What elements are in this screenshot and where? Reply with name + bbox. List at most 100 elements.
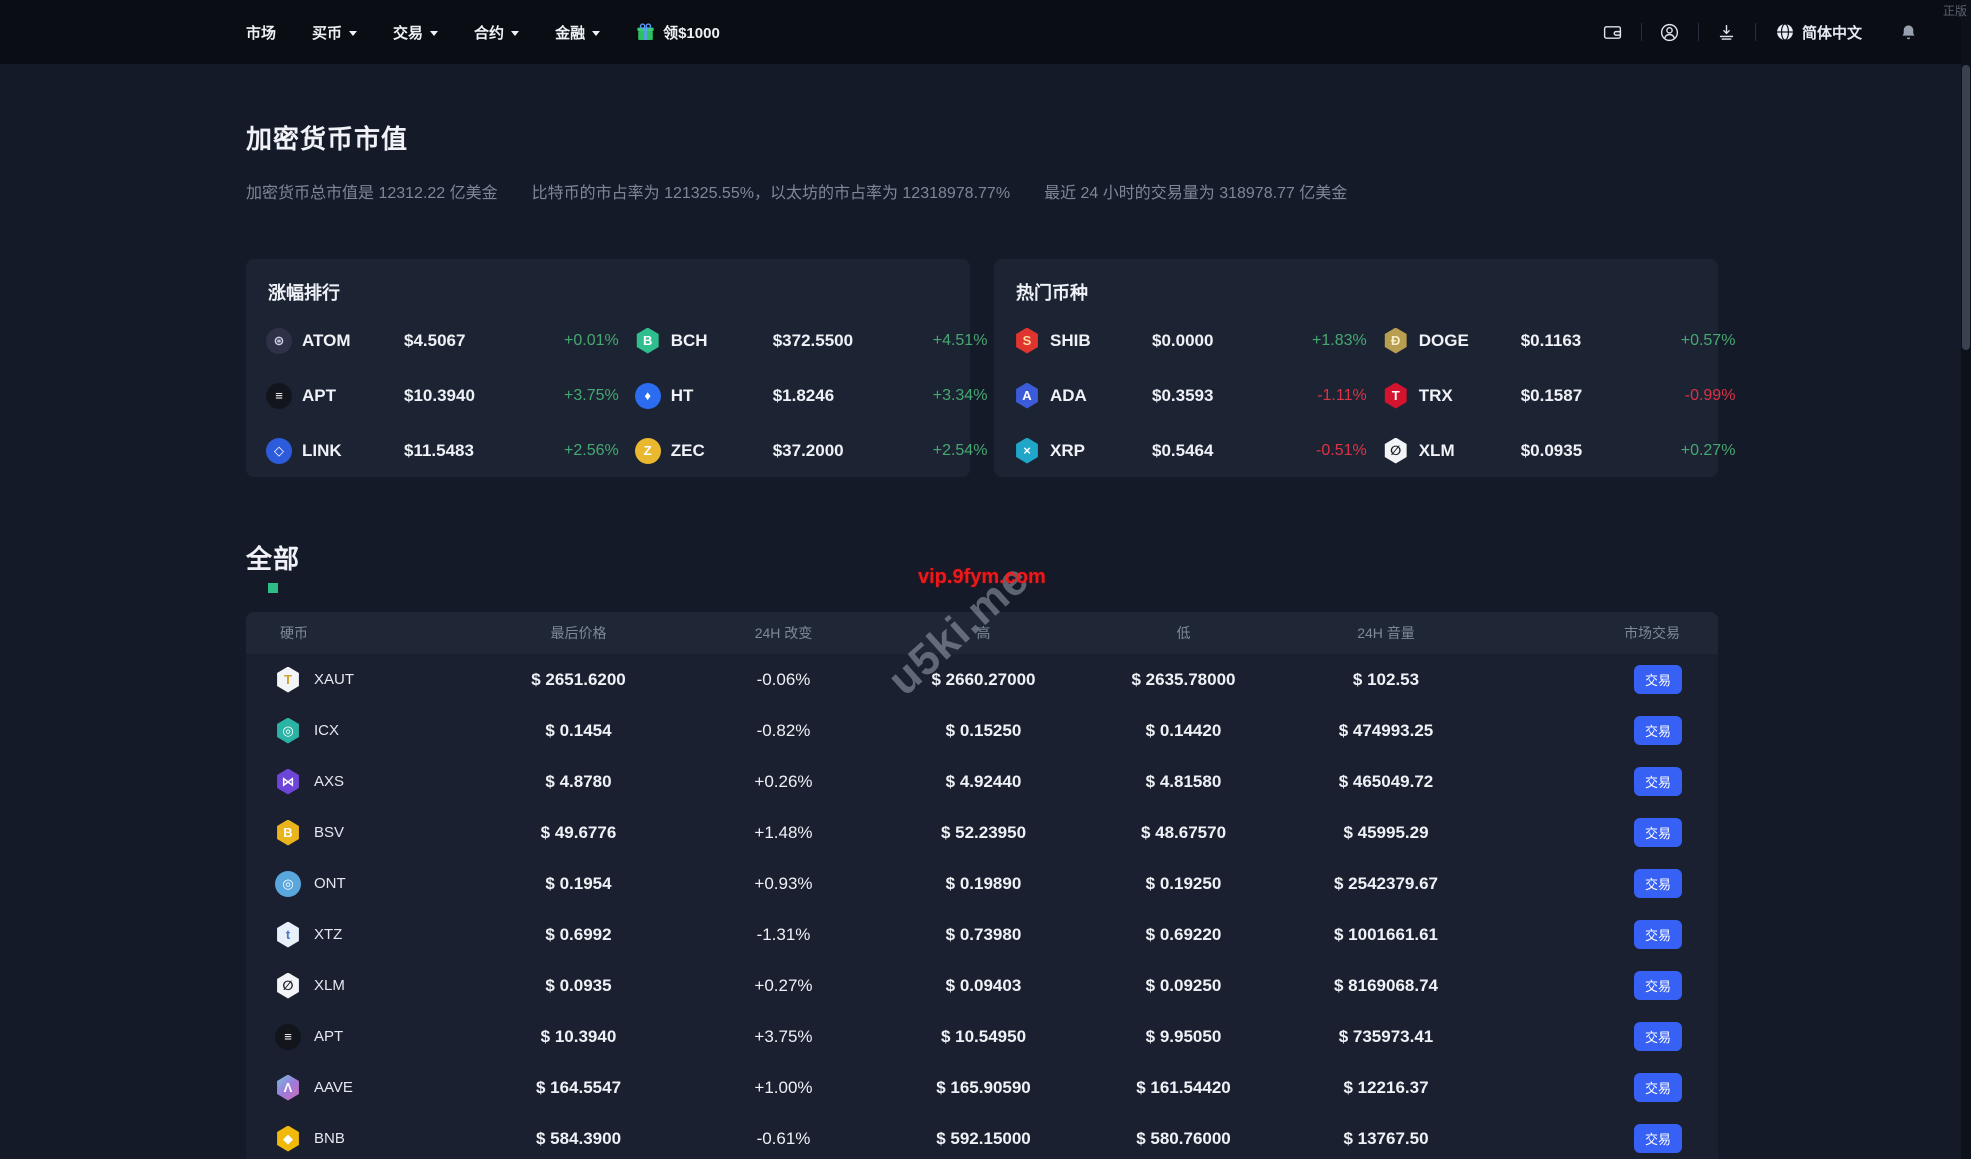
table-cell-coin: ∅ XLM [246, 972, 476, 999]
table-cell-trade: 交易 [1486, 1022, 1718, 1051]
coin-symbol: ONT [314, 875, 346, 892]
trade-button[interactable]: 交易 [1634, 1124, 1682, 1153]
card-coin-entry[interactable]: A ADA $0.3593 -1.11% [1014, 368, 1383, 423]
card-coin-entry[interactable]: B BCH $372.5500 +4.51% [635, 313, 1004, 368]
bonus-button[interactable]: 领$1000 [636, 22, 720, 43]
table-header-cell: 24H 音量 [1357, 625, 1415, 641]
table-row: ⋈ AXS $ 4.8780 +0.26% $ 4.92440 $ 4.8158… [246, 756, 1718, 807]
coin-symbol: BNB [314, 1130, 345, 1147]
table-cell-coin: t XTZ [246, 921, 476, 948]
globe-icon [1775, 22, 1795, 42]
trade-button[interactable]: 交易 [1634, 869, 1682, 898]
language-selector[interactable]: 简体中文 [1775, 22, 1862, 43]
table-cell-volume: $ 735973.41 [1338, 1026, 1434, 1046]
trade-button[interactable]: 交易 [1634, 716, 1682, 745]
coin-price: $0.0935 [1520, 440, 1583, 460]
nav-menu-item[interactable]: 交易 [393, 22, 439, 43]
download-app-icon[interactable] [1714, 19, 1740, 45]
table-cell-change: -1.31% [756, 924, 811, 944]
coin-price: $0.5464 [1152, 440, 1214, 460]
table-cell-high: $ 10.54950 [940, 1026, 1027, 1046]
nav-menu-item[interactable]: 金融 [555, 22, 601, 43]
scrollbar-track[interactable] [1961, 0, 1971, 1159]
table-cell-coin: ≡ APT [246, 1023, 476, 1050]
chevron-down-icon [349, 30, 358, 36]
card-coin-entry[interactable]: Ð DOGE $0.1163 +0.57% [1383, 313, 1752, 368]
table-cell-high: $ 165.90590 [936, 1077, 1031, 1097]
table-cell-coin: B BSV [246, 819, 476, 846]
scrollbar-thumb[interactable] [1962, 65, 1970, 350]
trade-button[interactable]: 交易 [1634, 1022, 1682, 1051]
coin-price: $0.3593 [1152, 385, 1214, 405]
card-coin-entry[interactable]: ≡ APT $10.3940 +3.75% [266, 368, 635, 423]
card-coin-entry[interactable]: ◇ LINK $11.5483 +2.56% [266, 423, 635, 478]
coin-symbol: XLM [1418, 440, 1455, 460]
coin-icon: T [277, 666, 299, 693]
card-coin-entry[interactable]: T TRX $0.1587 -0.99% [1383, 368, 1752, 423]
card-title: 涨幅排行 [268, 283, 340, 303]
table-cell-low: $ 2635.78000 [1131, 669, 1236, 689]
table-cell-volume: $ 474993.25 [1338, 720, 1434, 740]
trade-button[interactable]: 交易 [1634, 920, 1682, 949]
coin-change: -1.11% [1317, 386, 1367, 404]
table-row: ◎ ICX $ 0.1454 -0.82% $ 0.15250 $ 0.1442… [246, 705, 1718, 756]
table-cell-coin: T XAUT [246, 666, 476, 693]
table-cell-trade: 交易 [1486, 869, 1718, 898]
table-cell-coin: ◎ ICX [246, 717, 476, 744]
card-coin-entry[interactable]: ⊛ ATOM $4.5067 +0.01% [266, 313, 635, 368]
trade-button[interactable]: 交易 [1634, 767, 1682, 796]
card-coin-entry[interactable]: Z ZEC $37.2000 +2.54% [634, 423, 1004, 478]
table-cell-low: $ 161.54420 [1136, 1077, 1231, 1097]
page-title: 加密货币市值 [246, 124, 409, 154]
chevron-down-icon [430, 30, 439, 36]
wallet-icon[interactable] [1600, 19, 1626, 45]
trade-button[interactable]: 交易 [1634, 1073, 1682, 1102]
nav-menu-item[interactable]: 合约 [474, 22, 520, 43]
coin-price: $0.0000 [1152, 330, 1214, 350]
trade-button[interactable]: 交易 [1634, 665, 1682, 694]
coin-symbol: HT [670, 385, 694, 405]
table-cell-high: $ 0.19890 [945, 873, 1022, 893]
card-title: 热门币种 [1016, 283, 1088, 303]
notification-bell-icon[interactable] [1895, 19, 1921, 45]
table-cell-volume: $ 465049.72 [1338, 771, 1434, 791]
trade-button[interactable]: 交易 [1634, 971, 1682, 1000]
table-row: ◆ BNB $ 584.3900 -0.61% $ 592.15000 $ 58… [246, 1113, 1718, 1159]
nav-menu-item[interactable]: 买币 [312, 22, 358, 43]
table-cell-last-price: $ 4.8780 [545, 771, 612, 791]
table-header-cell: 市场交易 [1624, 625, 1680, 641]
coin-change: +3.34% [932, 386, 988, 404]
section-accent-square [268, 583, 278, 593]
coin-change: +4.51% [932, 331, 988, 349]
table-cell-last-price: $ 164.5547 [535, 1077, 622, 1097]
table-cell-change: +1.48% [754, 822, 813, 842]
coin-price: $37.2000 [772, 440, 844, 460]
card-coin-entry[interactable]: × XRP $0.5464 -0.51% [1014, 423, 1383, 478]
card-coin-entry[interactable]: S SHIB $0.0000 +1.83% [1014, 313, 1383, 368]
coin-price: $0.1163 [1520, 330, 1582, 350]
nav-menu-item[interactable]: 市场 [246, 22, 276, 43]
coin-symbol: AAVE [314, 1079, 353, 1096]
market-table: 硬币 最后价格 24H 改变 高 低 24H 音量 市场交易 T XAUT $ 2651.6… [246, 612, 1718, 1159]
nav-menu: 市场 买币 交易 合约 金融 [246, 22, 601, 43]
table-cell-trade: 交易 [1486, 1124, 1718, 1153]
watermark-red: vip.9fym.com [918, 566, 1046, 588]
table-cell-trade: 交易 [1486, 1073, 1718, 1102]
table-row: T XAUT $ 2651.6200 -0.06% $ 2660.27000 $… [246, 654, 1718, 705]
coin-icon: A [1016, 382, 1038, 409]
coin-icon: Λ [277, 1074, 299, 1101]
card-coin-entry[interactable]: ♦ HT $1.8246 +3.34% [634, 368, 1004, 423]
coin-icon: ⊛ [266, 327, 292, 354]
table-cell-volume: $ 1001661.61 [1334, 924, 1438, 944]
coin-icon: ◎ [277, 717, 299, 744]
card-coin-grid: S SHIB $0.0000 +1.83% Ð DOGE $0.1163 +0.… [1014, 313, 1735, 478]
trade-button[interactable]: 交易 [1634, 818, 1682, 847]
table-cell-change: +3.75% [754, 1026, 813, 1046]
coin-icon: ≡ [275, 1023, 301, 1050]
account-icon[interactable] [1657, 19, 1683, 45]
coin-symbol: LINK [302, 440, 342, 460]
card-coin-entry[interactable]: ∅ XLM $0.0935 +0.27% [1383, 423, 1752, 478]
bonus-label: 领$1000 [663, 24, 720, 42]
coin-icon: Ð [1384, 327, 1407, 354]
coin-change: +2.56% [564, 441, 619, 459]
